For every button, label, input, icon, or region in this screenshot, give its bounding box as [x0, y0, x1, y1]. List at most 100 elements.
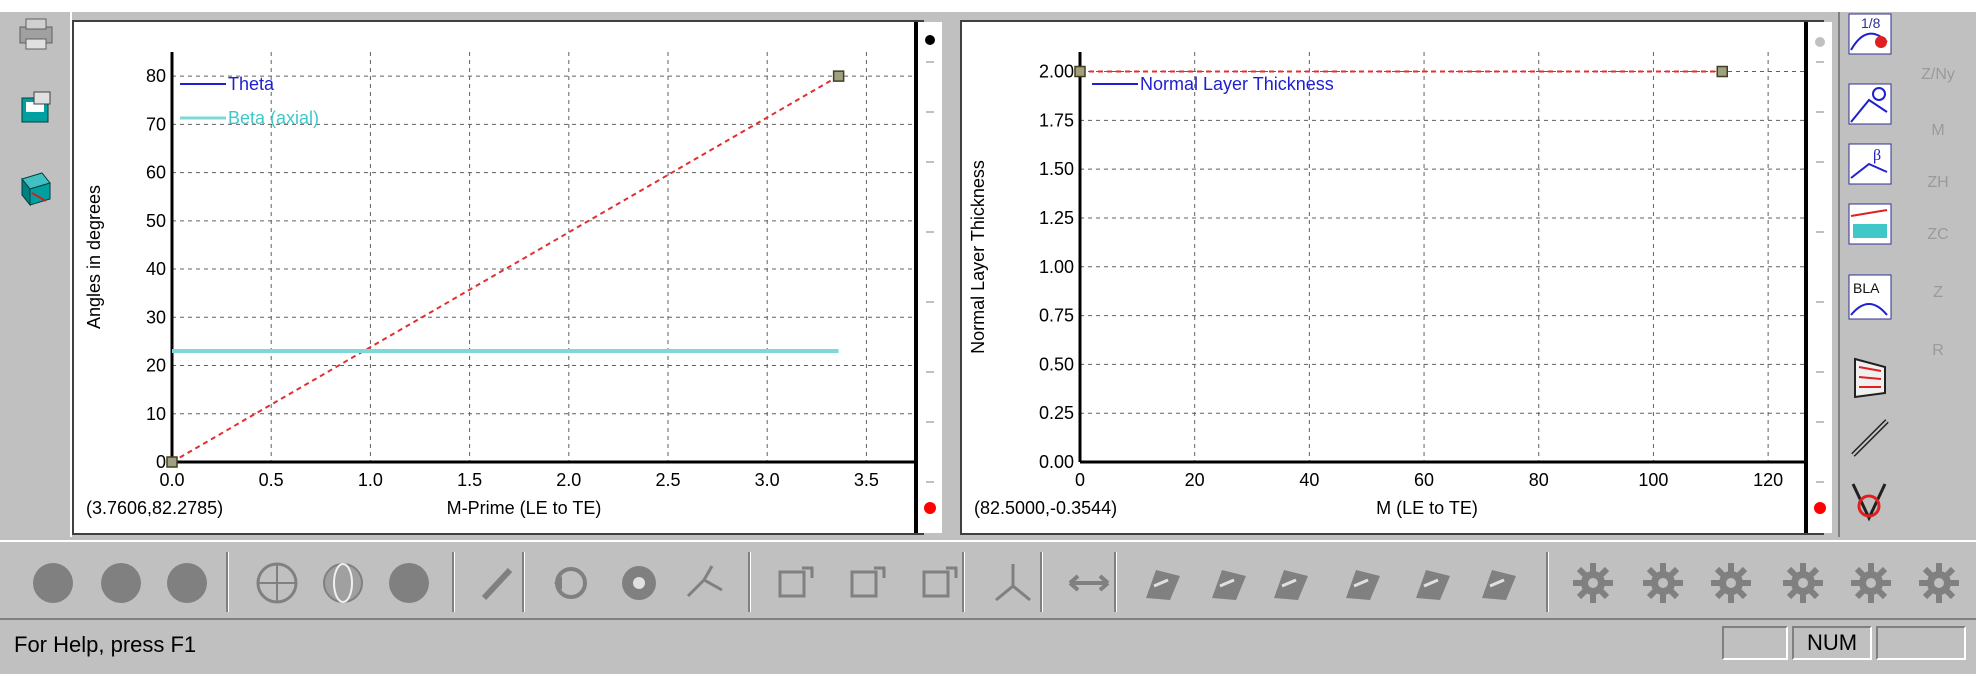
y-tick-label: 70: [146, 114, 166, 134]
legend-label: Theta: [228, 74, 275, 94]
save-window-icon[interactable]: [14, 88, 58, 128]
vertical-icon[interactable]: [1846, 477, 1894, 527]
transform-icon-3-icon[interactable]: [916, 560, 962, 606]
transform-icon-2-icon[interactable]: [844, 560, 890, 606]
x-tick-label: 0.0: [159, 470, 184, 490]
y-tick-label: 0.75: [1039, 306, 1074, 326]
blade-icon-5-icon[interactable]: [1410, 560, 1456, 606]
y-tick-label: 0.25: [1039, 403, 1074, 423]
y-tick-label: 40: [146, 259, 166, 279]
blade-icon-4-icon[interactable]: [1340, 560, 1386, 606]
strip-top-marker[interactable]: [925, 35, 935, 45]
nodes-icon[interactable]: [682, 560, 728, 606]
gear-icon-5-icon[interactable]: [1848, 560, 1894, 606]
thickness-chart: 0 20 40 60 80 100 120 0.00 0.25 0.50 0.75 1.00 1.25 1…: [968, 52, 1814, 518]
toolbar-separator: [962, 552, 965, 612]
angles-chart: 0.0 0.5 1.0 1.5 2.0 2.5 3.0 3.5 0 10 20 30 40 50 60 70 8…: [84, 52, 916, 518]
far-right-toolbar: Z/Ny M ZH ZC Z R: [1900, 12, 1976, 537]
far-right-label-6[interactable]: R: [1932, 342, 1944, 359]
gear-icon-3-icon[interactable]: [1708, 560, 1754, 606]
toolbar-separator: [522, 552, 525, 612]
circle-2-icon[interactable]: [98, 560, 144, 606]
series-line-0: [171, 75, 840, 463]
far-right-label-5[interactable]: Z: [1933, 284, 1943, 301]
x-tick-label: 60: [1414, 470, 1434, 490]
thickness-graph-panel: 0 20 40 60 80 100 120 0.00 0.25 0.50 0.75 1.00 1.25 1…: [960, 20, 1824, 535]
series-point-0[interactable]: [1074, 65, 1086, 78]
gear-icon-6-icon[interactable]: [1916, 560, 1962, 606]
blade-icon-2-icon[interactable]: [1206, 560, 1252, 606]
series-point-0[interactable]: [832, 70, 845, 82]
y-tick-label: 60: [146, 163, 166, 183]
bla-graph-icon[interactable]: BLA: [1846, 272, 1894, 322]
x-tick-label: 2.0: [556, 470, 581, 490]
branch-icon[interactable]: [990, 560, 1036, 606]
circle-4-icon[interactable]: [386, 560, 432, 606]
horizontal-arrow-icon[interactable]: [1066, 560, 1112, 606]
far-right-label-2[interactable]: M: [1931, 122, 1945, 139]
toolbar-separator: [1546, 552, 1549, 612]
left-toolbar: [0, 12, 72, 537]
blade-icon-6-icon[interactable]: [1476, 560, 1522, 606]
circle-1-icon[interactable]: [30, 560, 76, 606]
pen-icon[interactable]: [476, 560, 522, 606]
circle-3-icon[interactable]: [164, 560, 210, 606]
series-point-0[interactable]: [166, 456, 178, 468]
status-pane-scroll: [1876, 626, 1966, 660]
strip-bottom-marker[interactable]: [1814, 502, 1826, 514]
toolbar-separator: [1114, 552, 1117, 612]
blade-icon-1-icon[interactable]: [1140, 560, 1186, 606]
ratio-graph-icon[interactable]: 1/8: [1846, 12, 1894, 56]
stacked-icon[interactable]: [1846, 352, 1894, 402]
far-right-label-1[interactable]: Z/Ny: [1921, 66, 1955, 83]
far-right-label-3[interactable]: ZH: [1927, 174, 1949, 191]
y-tick-label: 1.50: [1039, 159, 1074, 179]
x-tick-label: 0.5: [259, 470, 284, 490]
x-tick-label: 80: [1529, 470, 1549, 490]
y-tick-label: 1.00: [1039, 257, 1074, 277]
toolbar-separator: [748, 552, 751, 612]
y-tick-label: 10: [146, 404, 166, 424]
bottom-toolbar: [0, 540, 1976, 620]
toolbar-separator: [1040, 552, 1043, 612]
beta-graph-icon[interactable]: β: [1846, 142, 1894, 186]
far-right-label-4[interactable]: ZC: [1927, 226, 1949, 243]
cursor-readout: (82.5000,-0.3544): [974, 498, 1117, 518]
cursor-readout: (3.7606,82.2785): [86, 498, 223, 518]
x-tick-label: 0: [1075, 470, 1085, 490]
y-tick-label: 1.75: [1039, 110, 1074, 130]
theta-graph-icon[interactable]: [1846, 82, 1894, 126]
target-icon[interactable]: [616, 560, 662, 606]
y-tick-label: 20: [146, 356, 166, 376]
x-tick-label: 3.5: [854, 470, 879, 490]
y-axis-title: Normal Layer Thickness: [968, 160, 988, 354]
printer-icon[interactable]: [14, 14, 58, 54]
right-marker-strip: [1804, 22, 1832, 533]
y-tick-label: 0.50: [1039, 354, 1074, 374]
graph-type-toolbar: 1/8 β BLA: [1838, 12, 1902, 537]
gear-icon-1-icon[interactable]: [1570, 560, 1616, 606]
gear-icon-2-icon[interactable]: [1640, 560, 1686, 606]
strip-top-marker[interactable]: [1815, 37, 1825, 47]
y-tick-label: 0: [156, 452, 166, 472]
series-point-0[interactable]: [1716, 65, 1728, 78]
transform-icon-1-icon[interactable]: [772, 560, 818, 606]
svg-text:β: β: [1873, 147, 1881, 164]
x-tick-label: 1.0: [358, 470, 383, 490]
gear-icon-4-icon[interactable]: [1780, 560, 1826, 606]
ratio-graph-label: 1/8: [1861, 15, 1881, 31]
status-pane-caps: [1722, 626, 1788, 660]
globe-icon[interactable]: [320, 560, 366, 606]
y-tick-label: 30: [146, 307, 166, 327]
cube-icon[interactable]: [14, 164, 58, 210]
rotate-icon[interactable]: [548, 560, 594, 606]
y-tick-label: 2.00: [1039, 62, 1074, 82]
thickness-graph-icon[interactable]: [1846, 202, 1894, 246]
line-icon[interactable]: [1846, 412, 1894, 462]
x-tick-label: 1.5: [457, 470, 482, 490]
strip-bottom-marker[interactable]: [924, 502, 936, 514]
toolbar-separator: [226, 552, 229, 612]
blade-icon-3-icon[interactable]: [1268, 560, 1314, 606]
globe-grid-icon[interactable]: [254, 560, 300, 606]
status-help-text: For Help, press F1: [14, 632, 197, 657]
